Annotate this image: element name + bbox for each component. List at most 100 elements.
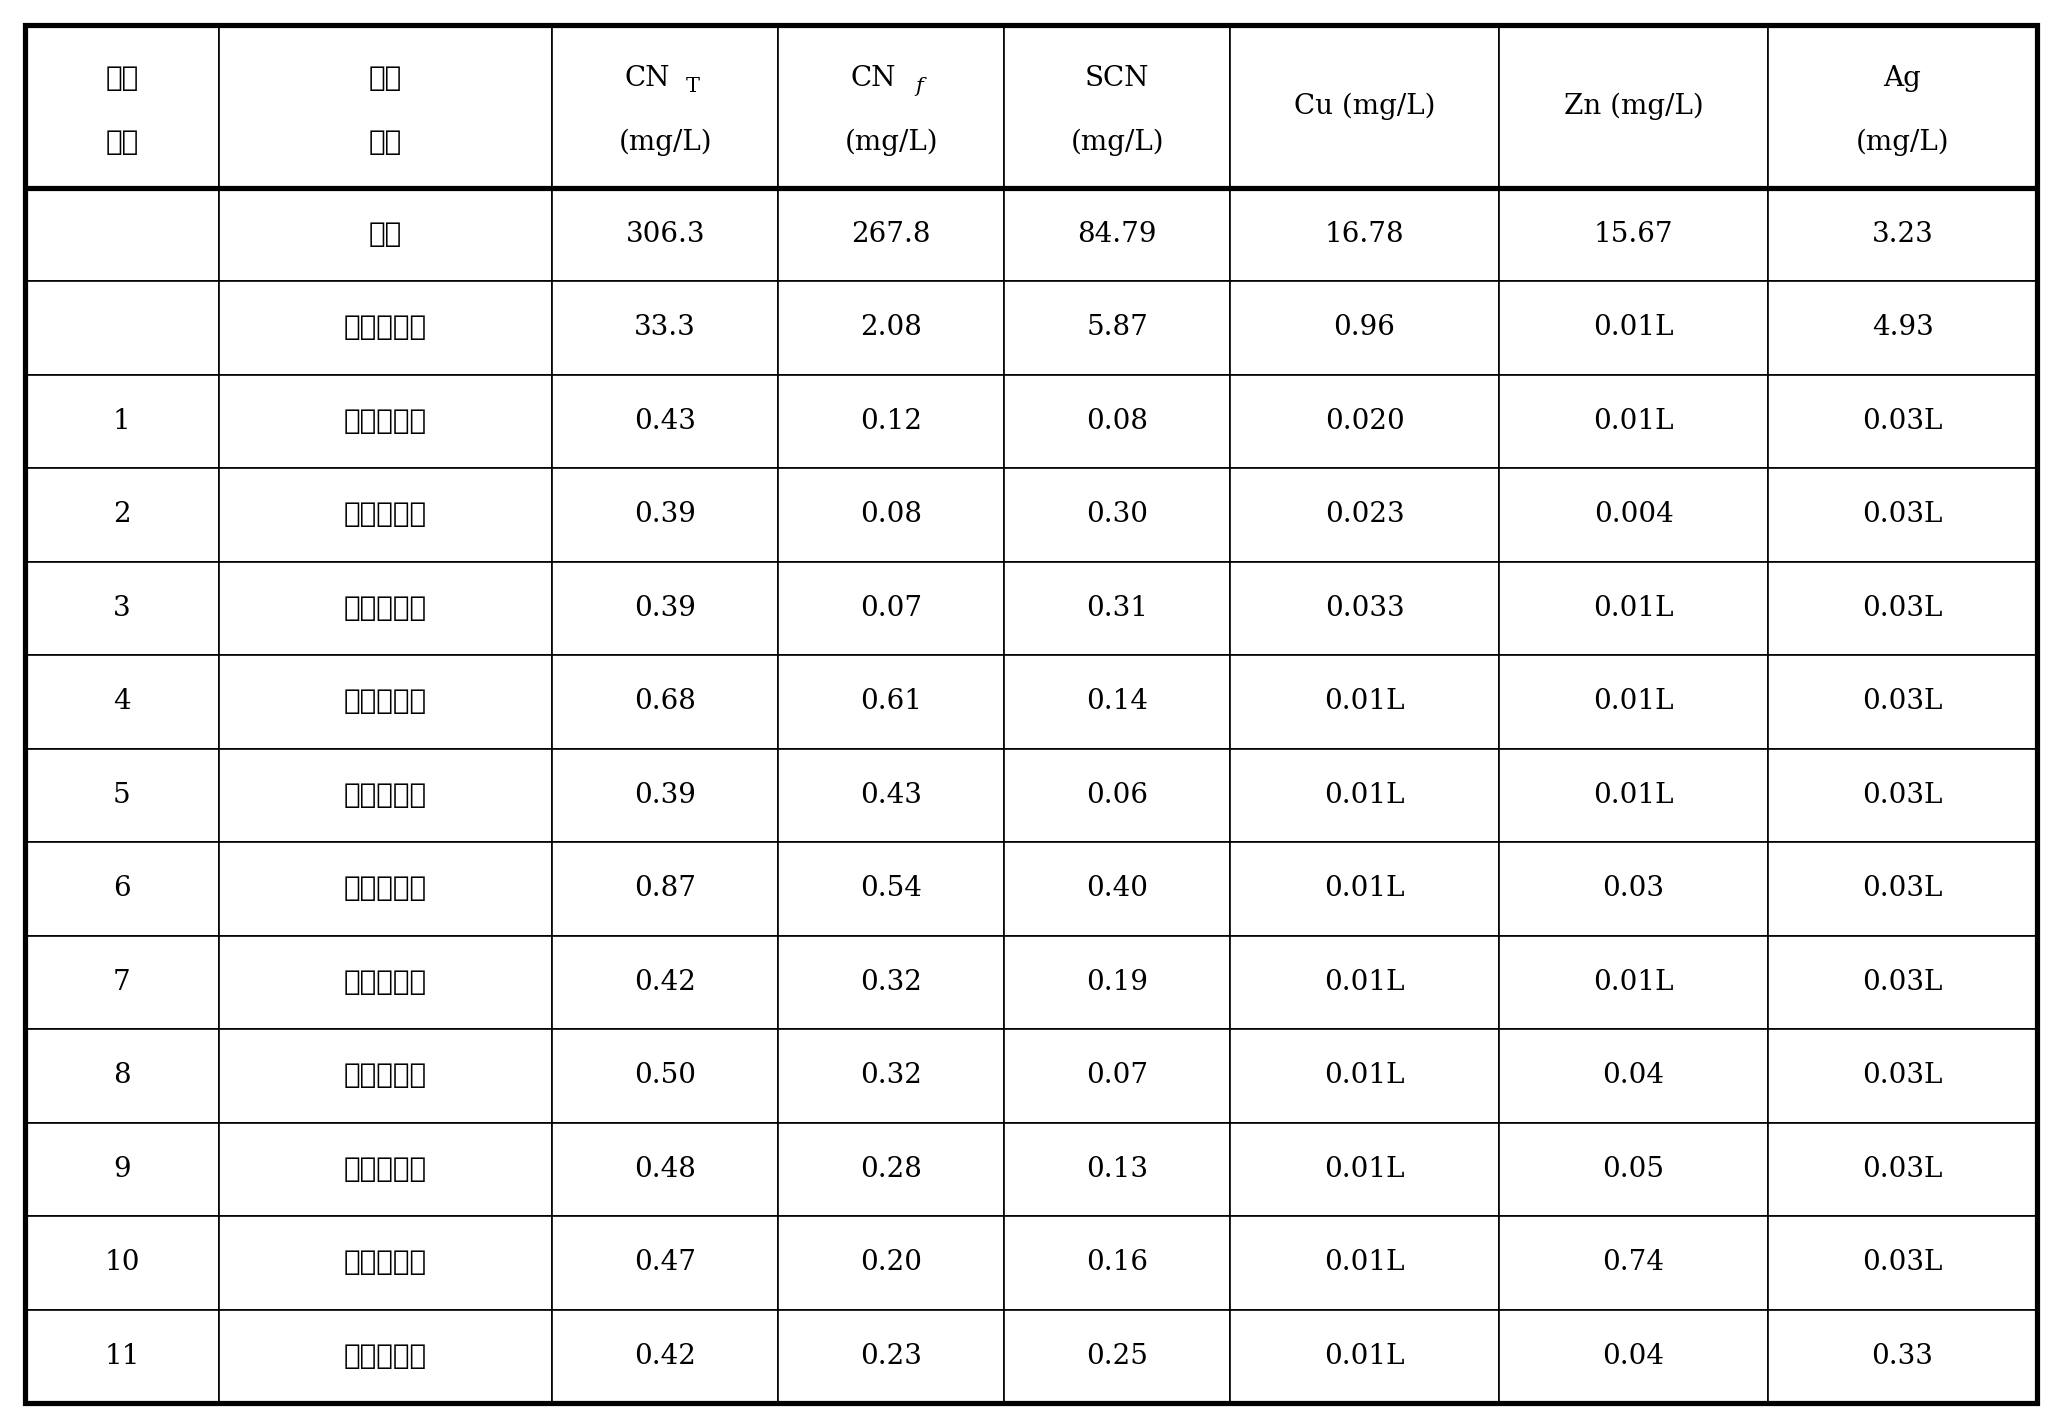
Bar <box>553 26 777 187</box>
Bar <box>25 561 219 655</box>
Text: 二段氧化液: 二段氧化液 <box>344 1155 427 1182</box>
Bar <box>777 655 1004 748</box>
Bar <box>1499 1309 1767 1402</box>
Text: 0.42: 0.42 <box>635 1342 697 1369</box>
Text: Ag: Ag <box>1883 66 1922 93</box>
Text: 0.48: 0.48 <box>635 1155 697 1182</box>
Text: 二段氧化液: 二段氧化液 <box>344 688 427 715</box>
Bar <box>1767 374 2037 468</box>
Bar <box>219 468 553 561</box>
Bar <box>25 748 219 843</box>
Bar <box>1499 1122 1767 1217</box>
Text: 0.03: 0.03 <box>1602 875 1664 902</box>
Text: 二段氧化液: 二段氧化液 <box>344 968 427 995</box>
Bar <box>1231 468 1499 561</box>
Bar <box>1499 1030 1767 1122</box>
Bar <box>1004 1309 1231 1402</box>
Text: 0.20: 0.20 <box>860 1250 922 1277</box>
Text: 二段氧化液: 二段氧化液 <box>344 408 427 436</box>
Bar <box>777 1309 1004 1402</box>
Bar <box>25 374 219 468</box>
Bar <box>1004 1030 1231 1122</box>
Text: 0.01L: 0.01L <box>1594 408 1674 436</box>
Text: 0.54: 0.54 <box>860 875 922 902</box>
Bar <box>1767 843 2037 935</box>
Text: 267.8: 267.8 <box>852 221 930 248</box>
Text: Cu (mg/L): Cu (mg/L) <box>1293 93 1435 120</box>
Text: 0.28: 0.28 <box>860 1155 922 1182</box>
Text: 0.03L: 0.03L <box>1862 968 1942 995</box>
Text: 0.01L: 0.01L <box>1324 781 1404 808</box>
Bar <box>1767 26 2037 187</box>
Bar <box>25 1030 219 1122</box>
Text: 二段氧化液: 二段氧化液 <box>344 1062 427 1090</box>
Bar <box>1231 561 1499 655</box>
Bar <box>1231 843 1499 935</box>
Bar <box>553 561 777 655</box>
Text: 0.23: 0.23 <box>860 1342 922 1369</box>
Bar <box>1231 1122 1499 1217</box>
Text: 0.03L: 0.03L <box>1862 781 1942 808</box>
Bar <box>1767 281 2037 374</box>
Text: 原液: 原液 <box>369 221 402 248</box>
Text: 0.03L: 0.03L <box>1862 408 1942 436</box>
Bar <box>1004 1217 1231 1309</box>
Text: 84.79: 84.79 <box>1076 221 1157 248</box>
Text: 二段氧化液: 二段氧化液 <box>344 781 427 808</box>
Bar <box>1499 748 1767 843</box>
Bar <box>777 374 1004 468</box>
Text: 4: 4 <box>113 688 130 715</box>
Bar <box>219 1122 553 1217</box>
Bar <box>1499 655 1767 748</box>
Bar <box>1499 187 1767 281</box>
Text: 0.74: 0.74 <box>1602 1250 1664 1277</box>
Text: 0.25: 0.25 <box>1087 1342 1149 1369</box>
Bar <box>25 935 219 1030</box>
Text: 5: 5 <box>113 781 130 808</box>
Text: 0.01L: 0.01L <box>1324 688 1404 715</box>
Bar <box>777 748 1004 843</box>
Bar <box>1767 1122 2037 1217</box>
Bar <box>219 374 553 468</box>
Bar <box>25 843 219 935</box>
Bar <box>1499 468 1767 561</box>
Text: T: T <box>687 77 701 96</box>
Bar <box>1004 374 1231 468</box>
Text: 0.01L: 0.01L <box>1324 968 1404 995</box>
Bar <box>1231 374 1499 468</box>
Bar <box>219 748 553 843</box>
Text: 0.03L: 0.03L <box>1862 1155 1942 1182</box>
Bar <box>1499 374 1767 468</box>
Text: 0.033: 0.033 <box>1324 595 1404 621</box>
Text: 名称: 名称 <box>369 129 402 156</box>
Text: 0.08: 0.08 <box>1087 408 1149 436</box>
Bar <box>777 935 1004 1030</box>
Text: 0.01L: 0.01L <box>1594 688 1674 715</box>
Text: f: f <box>916 77 924 96</box>
Text: 0.33: 0.33 <box>1872 1342 1934 1369</box>
Text: 0.43: 0.43 <box>860 781 922 808</box>
Text: 0.023: 0.023 <box>1324 501 1404 528</box>
Bar <box>1231 281 1499 374</box>
Text: 0.42: 0.42 <box>635 968 697 995</box>
Bar <box>777 26 1004 187</box>
Text: 0.32: 0.32 <box>860 1062 922 1090</box>
Bar <box>1767 655 2037 748</box>
Text: CN: CN <box>850 66 895 93</box>
Bar <box>219 843 553 935</box>
Text: 0.47: 0.47 <box>635 1250 697 1277</box>
Text: 0.01L: 0.01L <box>1594 314 1674 341</box>
Text: CN: CN <box>625 66 670 93</box>
Text: 0.01L: 0.01L <box>1594 595 1674 621</box>
Text: 二段氧化液: 二段氧化液 <box>344 595 427 621</box>
Bar <box>1499 561 1767 655</box>
Bar <box>25 26 219 187</box>
Text: 0.01L: 0.01L <box>1594 968 1674 995</box>
Text: 一段氧化液: 一段氧化液 <box>344 314 427 341</box>
Text: 0.43: 0.43 <box>635 408 697 436</box>
Text: 0.08: 0.08 <box>860 501 922 528</box>
Bar <box>777 1217 1004 1309</box>
Bar <box>553 843 777 935</box>
Text: 5.87: 5.87 <box>1087 314 1149 341</box>
Text: SCN: SCN <box>1085 66 1149 93</box>
